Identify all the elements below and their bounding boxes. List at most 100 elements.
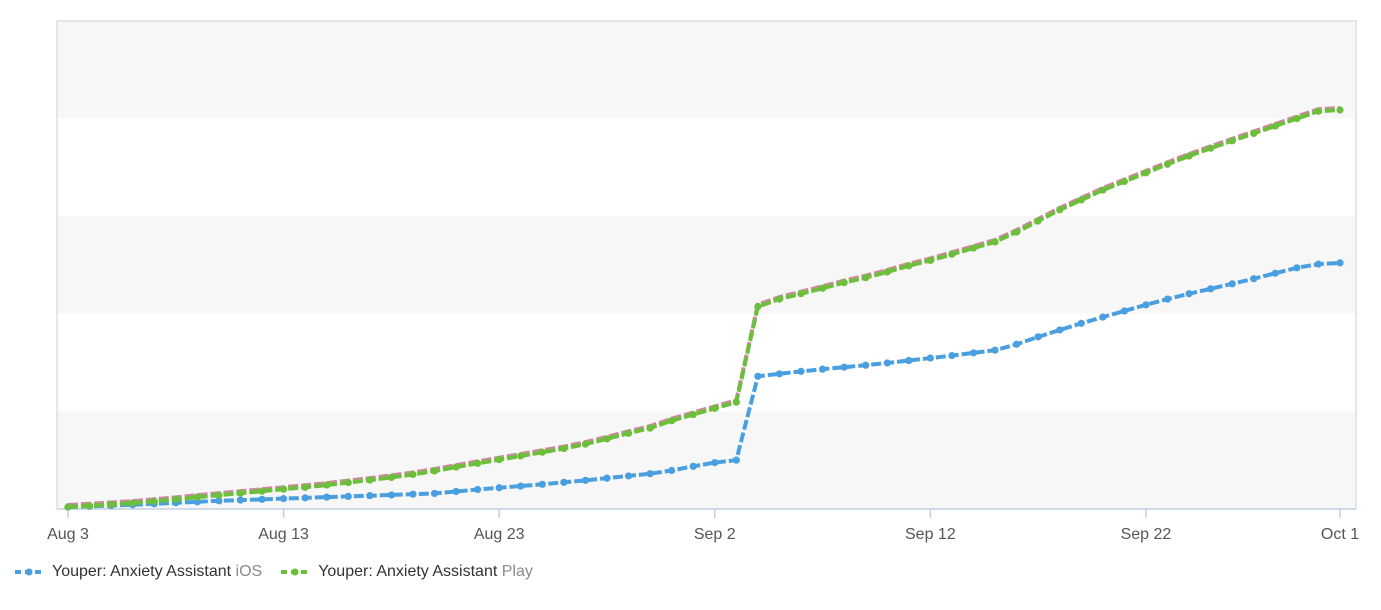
data-point-play[interactable] (495, 456, 503, 464)
data-point-play[interactable] (624, 429, 633, 437)
data-point-play[interactable] (862, 274, 870, 282)
data-point-play[interactable] (668, 417, 676, 425)
data-point-ios[interactable] (452, 487, 460, 496)
data-point-play[interactable] (1120, 177, 1129, 186)
data-point-play[interactable] (409, 470, 417, 479)
data-point-play[interactable] (560, 444, 568, 453)
legend-item-play[interactable]: Youper: Anxiety Assistant Play (280, 563, 533, 581)
data-point-play[interactable] (1142, 169, 1150, 177)
data-point-play[interactable] (711, 404, 719, 412)
data-point-play[interactable] (64, 503, 72, 511)
data-point-ios[interactable] (603, 474, 611, 482)
data-point-play[interactable] (344, 478, 352, 487)
data-point-play[interactable] (1314, 107, 1323, 115)
data-point-play[interactable] (1099, 186, 1107, 194)
data-point-ios[interactable] (1185, 290, 1193, 298)
data-point-ios[interactable] (624, 472, 633, 480)
data-point-ios[interactable] (1228, 280, 1236, 288)
data-point-play[interactable] (301, 483, 309, 491)
data-point-ios[interactable] (1099, 313, 1107, 321)
data-point-play[interactable] (366, 476, 374, 484)
data-point-play[interactable] (581, 440, 590, 448)
data-point-play[interactable] (474, 459, 482, 467)
data-point-ios[interactable] (1120, 307, 1129, 315)
data-point-play[interactable] (646, 424, 654, 432)
data-point-play[interactable] (85, 502, 94, 510)
data-point-play[interactable] (1271, 122, 1279, 130)
data-point-ios[interactable] (409, 490, 417, 498)
data-point-play[interactable] (1034, 217, 1042, 225)
data-point-play[interactable] (818, 284, 827, 292)
data-point-play[interactable] (840, 279, 848, 287)
data-point-ios[interactable] (1336, 259, 1344, 267)
data-point-play[interactable] (387, 473, 395, 482)
data-point-ios[interactable] (344, 492, 352, 500)
data-point-play[interactable] (754, 302, 762, 311)
data-point-ios[interactable] (387, 491, 395, 499)
data-point-ios[interactable] (732, 456, 740, 464)
data-point-ios[interactable] (301, 494, 309, 502)
data-point-ios[interactable] (430, 489, 439, 498)
data-point-ios[interactable] (689, 462, 697, 470)
data-point-ios[interactable] (969, 349, 978, 357)
data-point-ios[interactable] (279, 495, 288, 503)
data-point-ios[interactable] (1163, 295, 1172, 303)
data-point-play[interactable] (1013, 228, 1021, 236)
data-point-play[interactable] (129, 499, 137, 507)
data-point-ios[interactable] (560, 478, 568, 486)
data-point-play[interactable] (1250, 129, 1258, 138)
data-point-ios[interactable] (1077, 319, 1085, 327)
data-point-ios[interactable] (840, 363, 848, 371)
data-point-play[interactable] (1185, 152, 1193, 160)
data-point-play[interactable] (689, 410, 697, 419)
data-point-play[interactable] (1336, 106, 1344, 114)
data-point-ios[interactable] (818, 365, 827, 373)
data-point-play[interactable] (775, 295, 784, 303)
data-point-ios[interactable] (775, 370, 784, 378)
data-point-ios[interactable] (323, 493, 331, 501)
data-point-ios[interactable] (1207, 285, 1215, 293)
data-point-ios[interactable] (883, 359, 891, 367)
data-point-ios[interactable] (754, 372, 762, 380)
data-point-play[interactable] (883, 268, 891, 276)
data-point-ios[interactable] (366, 492, 374, 500)
data-point-play[interactable] (107, 500, 115, 509)
data-point-ios[interactable] (948, 351, 956, 360)
data-point-ios[interactable] (1034, 333, 1042, 341)
data-point-ios[interactable] (1250, 275, 1258, 283)
data-point-play[interactable] (797, 290, 805, 298)
data-point-ios[interactable] (862, 361, 870, 369)
data-point-play[interactable] (172, 495, 180, 503)
data-point-play[interactable] (948, 250, 956, 258)
data-point-play[interactable] (926, 256, 934, 265)
data-point-ios[interactable] (1293, 264, 1301, 272)
data-point-play[interactable] (538, 448, 546, 456)
data-point-play[interactable] (905, 262, 913, 270)
data-point-ios[interactable] (1271, 269, 1279, 277)
data-point-ios[interactable] (215, 497, 223, 505)
data-point-ios[interactable] (991, 346, 999, 354)
data-point-play[interactable] (236, 489, 245, 497)
data-point-play[interactable] (1293, 115, 1301, 123)
data-point-play[interactable] (452, 463, 460, 471)
data-point-play[interactable] (323, 481, 331, 489)
data-point-ios[interactable] (581, 476, 590, 484)
data-point-ios[interactable] (668, 466, 676, 475)
legend-item-ios[interactable]: Youper: Anxiety Assistant iOS (14, 563, 262, 581)
data-point-play[interactable] (1163, 160, 1172, 168)
data-point-play[interactable] (430, 467, 439, 475)
data-point-play[interactable] (969, 244, 978, 252)
data-point-ios[interactable] (1056, 326, 1064, 334)
data-point-ios[interactable] (538, 480, 546, 488)
data-point-ios[interactable] (926, 354, 934, 362)
data-point-ios[interactable] (1013, 340, 1021, 348)
data-point-play[interactable] (732, 398, 740, 406)
data-point-play[interactable] (991, 238, 999, 246)
data-point-ios[interactable] (1314, 260, 1323, 268)
data-point-play[interactable] (279, 485, 288, 493)
data-point-play[interactable] (517, 452, 525, 460)
data-point-play[interactable] (1056, 206, 1064, 214)
data-point-ios[interactable] (711, 459, 719, 467)
data-point-play[interactable] (215, 491, 223, 499)
data-point-ios[interactable] (905, 356, 913, 365)
